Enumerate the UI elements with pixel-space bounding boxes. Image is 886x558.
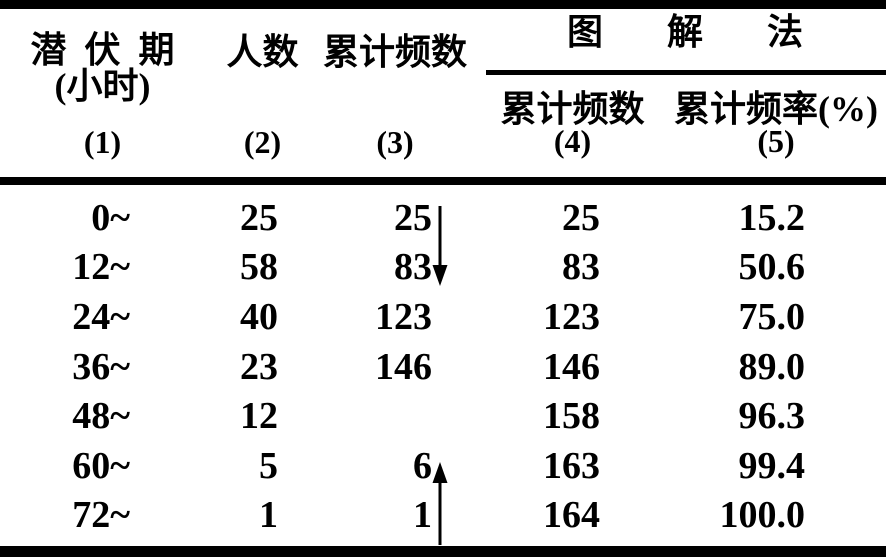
- col3-header-title: 累计频数: [322, 32, 467, 72]
- col4-header-index: (4): [553, 123, 592, 159]
- cell-cum-freq: 6: [413, 444, 432, 487]
- cell-period: 0~: [91, 196, 130, 239]
- cell-count: 23: [240, 345, 278, 388]
- up-arrow-icon: [432, 462, 448, 545]
- table-row: 36~ 23 146 146 89.0: [0, 342, 805, 392]
- cell-cum-pct: 96.3: [738, 395, 806, 438]
- cell-period: 48~: [72, 395, 130, 438]
- cell-graph-cum: 164: [543, 494, 600, 537]
- table-row: 72~ 1 1 164 100.0: [0, 491, 805, 541]
- table-bottom-border: [0, 546, 886, 557]
- table-row: 0~ 25 25 25 15.2: [0, 193, 805, 243]
- cell-cum-pct: 99.4: [738, 444, 806, 487]
- cell-cum-pct: 15.2: [738, 196, 806, 239]
- cell-graph-cum: 25: [562, 196, 600, 239]
- cell-cum-freq: 25: [394, 196, 432, 239]
- cell-cum-pct: 50.6: [738, 246, 806, 289]
- col5-header-title: 累计频率(%): [674, 89, 878, 129]
- cell-cum-pct: 100.0: [719, 494, 806, 537]
- cell-cum-pct: 75.0: [738, 295, 806, 338]
- cell-count: 40: [240, 295, 278, 338]
- col4-header-title: 累计频数: [500, 89, 645, 129]
- cell-period: 12~: [72, 246, 130, 289]
- col1-header-title: 潜 伏 期: [30, 30, 175, 70]
- cell-graph-cum: 146: [543, 345, 600, 388]
- cell-period: 24~: [72, 295, 130, 338]
- table-row: 48~ 12 158 96.3: [0, 391, 805, 441]
- col5-header-index: (5): [757, 123, 795, 159]
- cell-cum-freq: 123: [375, 295, 432, 338]
- table-top-border: [0, 0, 886, 9]
- cell-count: 58: [240, 246, 278, 289]
- cell-count: 5: [259, 444, 278, 487]
- col1-header-unit: (小时): [54, 66, 151, 106]
- header-body-separator: [0, 177, 886, 185]
- table-row: 12~ 58 83 83 50.6: [0, 243, 805, 293]
- cell-graph-cum: 163: [543, 444, 600, 487]
- cell-graph-cum: 158: [543, 395, 600, 438]
- cell-cum-freq: 83: [394, 246, 432, 289]
- cell-count: 12: [240, 395, 278, 438]
- group-header-title: 图 解 法: [566, 12, 803, 52]
- down-arrow-icon: [432, 206, 448, 286]
- table-row: 24~ 40 123 123 75.0: [0, 292, 805, 342]
- col2-header-index: (2): [243, 124, 282, 160]
- cell-count: 25: [240, 196, 278, 239]
- cell-period: 36~: [72, 345, 130, 388]
- col3-header-index: (3): [376, 124, 414, 160]
- cell-period: 72~: [72, 494, 130, 537]
- cell-cum-freq: 146: [375, 345, 432, 388]
- group-header-underline: [486, 70, 886, 75]
- cell-count: 1: [259, 494, 278, 537]
- cell-cum-freq: 1: [413, 494, 432, 537]
- table-row: 60~ 5 6 163 99.4: [0, 441, 805, 491]
- col2-header-title: 人数: [226, 32, 299, 72]
- table-body: 0~ 25 25 25 15.2 12~ 58 83 83 50.6 24~ 4…: [0, 193, 805, 540]
- cell-graph-cum: 123: [543, 295, 600, 338]
- col1-header-index: (1): [83, 124, 122, 160]
- cell-cum-pct: 89.0: [738, 345, 806, 388]
- cell-period: 60~: [72, 444, 130, 487]
- cell-graph-cum: 83: [562, 246, 600, 289]
